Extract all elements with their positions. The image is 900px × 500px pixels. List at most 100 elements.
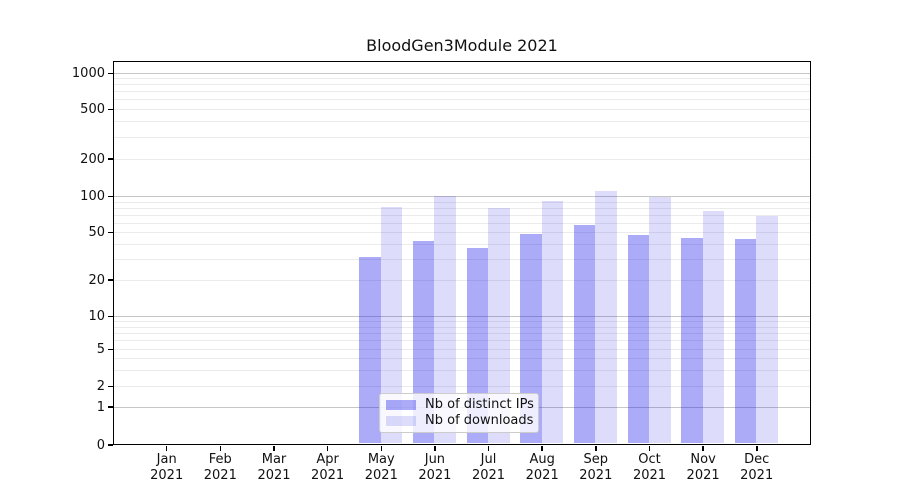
legend-item-downloads: Nb of downloads [386,413,534,429]
bar-downloads-jun [434,196,456,443]
bar-downloads-sep [595,191,617,443]
minor-gridline [114,243,810,245]
x-tick-month: Jan [156,452,177,467]
y-tick-mark [108,406,113,408]
y-tick-label: 100 [80,189,105,205]
bar-distinct-ips-may [359,256,381,443]
minor-gridline [114,120,810,122]
x-tick-month: May [367,452,395,467]
bar-downloads-nov [702,211,725,443]
minor-gridline [114,222,810,224]
x-tick-year: 2021 [203,468,237,483]
y-tick-label: 5 [96,341,105,357]
y-tick-label: 20 [88,272,105,288]
minor-gridline [114,84,810,86]
major-gridline [114,316,810,318]
minor-gridline [114,386,810,388]
x-tick-year: 2021 [632,468,667,483]
y-tick-mark [108,108,113,110]
y-tick-label: 500 [80,101,105,117]
legend-swatch-downloads [386,416,416,427]
x-tick-label-oct: Oct 2021 [620,452,680,484]
minor-gridline [114,232,810,234]
y-tick-mark [108,444,113,446]
x-tick-mark [648,446,651,451]
x-tick-mark [165,446,168,451]
x-tick-mark [219,446,222,451]
x-tick-mark [487,446,490,451]
chart-title: BloodGen3Module 2021 [366,36,558,55]
minor-gridline [114,201,810,203]
y-tick-mark [108,158,113,160]
bar-downloads-may [380,206,403,443]
minor-gridline [114,340,810,342]
minor-gridline [114,333,810,334]
x-tick-mark [595,446,597,451]
minor-gridline [114,136,810,138]
x-tick-label-jul: Jul 2021 [459,452,519,484]
x-tick-year: 2021 [579,468,613,483]
x-tick-year: 2021 [471,468,506,483]
x-tick-label-feb: Feb 2021 [190,452,250,484]
x-tick-month: Apr [316,452,339,467]
x-tick-month: Jun [424,452,446,467]
bar-downloads-oct [649,197,671,443]
x-tick-mark [273,446,275,451]
x-tick-mark [326,446,329,451]
y-tick-label: 10 [88,309,105,325]
y-tick-mark [108,231,113,234]
minor-gridline [114,214,810,216]
y-tick-mark [108,72,113,74]
legend: Nb of distinct IPs Nb of downloads [379,393,539,433]
x-tick-label-dec: Dec 2021 [727,452,787,484]
x-tick-label-may: May 2021 [351,452,411,484]
minor-gridline [114,99,810,101]
x-tick-year: 2021 [525,468,559,483]
major-gridline [114,72,810,74]
x-tick-label-nov: Nov 2021 [673,452,733,484]
y-tick-label: 0 [96,437,105,453]
bar-downloads-aug [541,201,564,443]
legend-label: Nb of distinct IPs [425,396,534,412]
bar-distinct-ips-oct [627,235,649,443]
x-tick-year: 2021 [740,468,774,483]
x-tick-year: 2021 [311,468,345,483]
minor-gridline [114,158,810,160]
x-tick-label-jan: Jan 2021 [137,452,197,484]
legend-item-distinct-ips: Nb of distinct IPs [386,396,534,413]
x-tick-mark [756,446,758,451]
legend-label: Nb of downloads [425,413,534,429]
x-tick-month: Jul [480,452,497,467]
minor-gridline [114,326,810,328]
x-tick-year: 2021 [364,468,398,483]
x-tick-month: Oct [638,452,661,467]
bar-distinct-ips-dec [734,238,757,443]
y-tick-label: 1 [96,399,105,415]
x-tick-month: Nov [690,452,716,467]
bar-distinct-ips-jun [412,241,435,443]
x-tick-label-apr: Apr 2021 [298,452,358,484]
minor-gridline [114,348,810,350]
plot-area [113,61,811,445]
bar-downloads-dec [756,216,778,443]
x-tick-year: 2021 [150,468,184,483]
x-tick-month: Feb [208,452,232,467]
minor-gridline [114,91,810,93]
minor-gridline [114,321,810,323]
y-tick-label: 1000 [71,65,105,81]
minor-gridline [114,369,810,371]
x-tick-year: 2021 [686,468,720,483]
x-tick-year: 2021 [418,468,452,483]
minor-gridline [114,207,810,209]
minor-gridline [114,108,810,110]
x-tick-mark [702,446,704,451]
x-tick-label-jun: Jun 2021 [405,452,465,484]
x-tick-year: 2021 [257,468,291,483]
x-tick-mark [541,446,543,451]
minor-gridline [114,279,810,281]
minor-gridline [114,78,810,80]
y-tick-label: 50 [88,225,105,241]
minor-gridline [114,258,810,260]
minor-gridline [114,357,810,359]
